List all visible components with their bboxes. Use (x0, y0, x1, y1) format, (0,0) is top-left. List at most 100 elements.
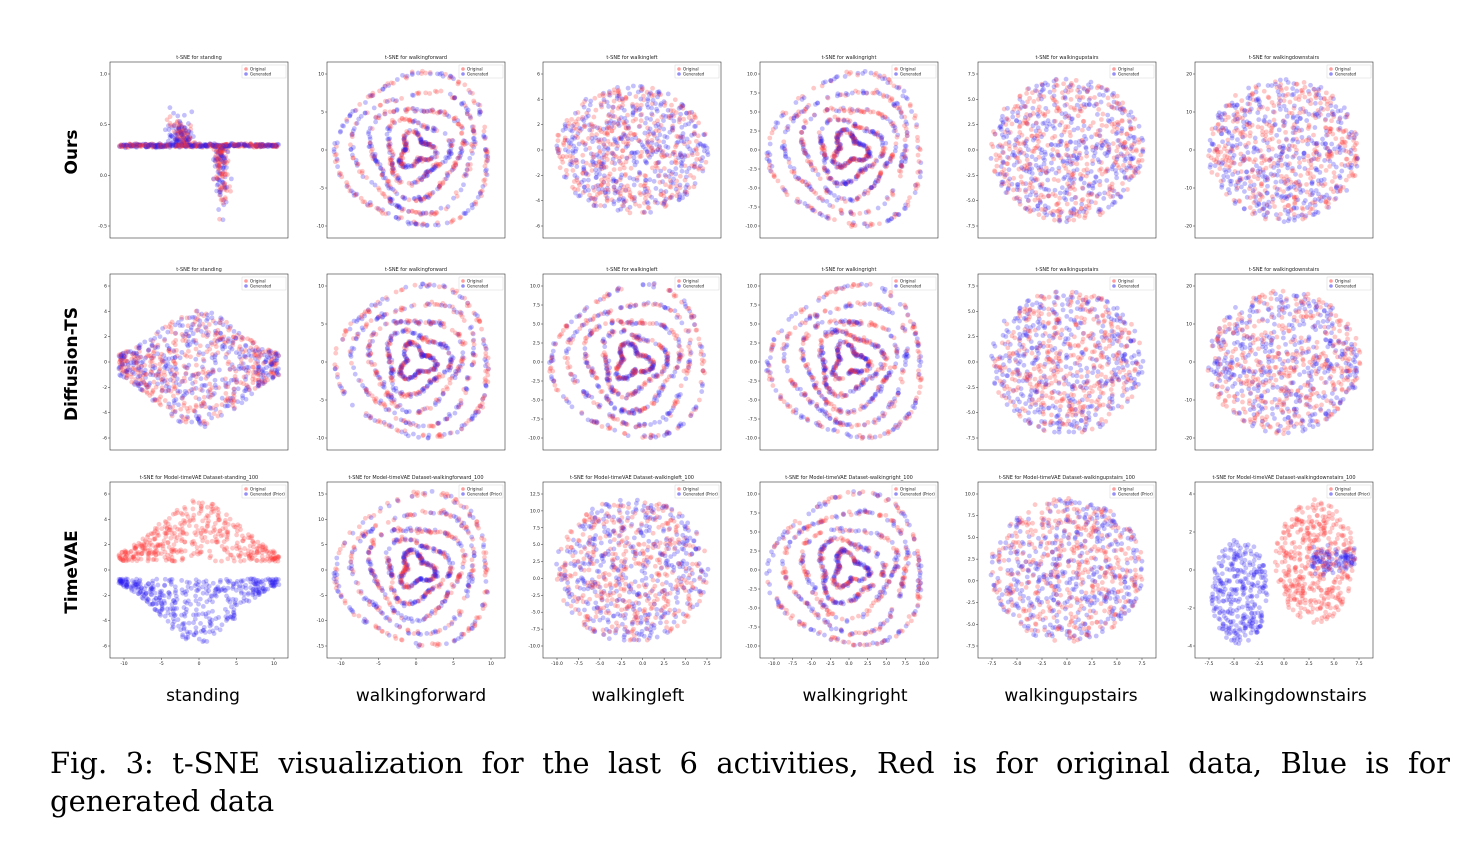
original-point (459, 130, 465, 136)
generated-point (185, 135, 191, 141)
generated-point (1081, 180, 1087, 186)
original-point (473, 201, 479, 207)
original-point (917, 147, 923, 153)
original-point (658, 192, 664, 197)
generated-point (684, 110, 690, 116)
generated-point (173, 126, 179, 132)
original-point (213, 155, 219, 161)
generated-point (464, 140, 470, 146)
generated-point (851, 220, 856, 226)
original-point (210, 143, 216, 149)
generated-point (868, 129, 874, 135)
generated-point (418, 137, 424, 143)
original-point (1223, 143, 1228, 149)
original-point (364, 110, 370, 116)
original-point (1332, 196, 1338, 202)
original-point (230, 141, 236, 147)
original-point (1297, 182, 1303, 187)
generated-point (200, 144, 205, 149)
original-point (657, 179, 663, 185)
original-point (464, 111, 470, 117)
original-point (575, 116, 581, 122)
generated-point (380, 86, 386, 92)
generated-point (445, 204, 451, 210)
generated-point (902, 147, 908, 153)
original-point (483, 171, 489, 177)
original-point (835, 142, 841, 148)
original-point (853, 197, 859, 203)
original-point (456, 80, 462, 85)
generated-point (1023, 181, 1029, 187)
generated-point (1231, 152, 1237, 158)
generated-point (382, 83, 388, 89)
generated-point (1276, 216, 1282, 222)
original-point (822, 152, 827, 158)
original-point (850, 123, 856, 129)
original-point (433, 209, 439, 215)
original-point (580, 102, 585, 108)
generated-point (266, 142, 272, 148)
generated-point (1092, 150, 1098, 156)
original-point (873, 131, 879, 137)
generated-point (334, 140, 340, 146)
original-point (350, 155, 356, 161)
original-point (214, 175, 220, 181)
original-point (641, 93, 646, 99)
generated-point (699, 158, 704, 164)
original-point (207, 142, 213, 148)
original-point (835, 117, 841, 123)
y-tick-label: 5.0 (750, 110, 757, 116)
generated-point (430, 125, 436, 131)
generated-point (335, 164, 341, 170)
generated-point (612, 190, 618, 196)
original-point (832, 152, 838, 157)
original-point (653, 160, 659, 166)
generated-point (662, 172, 668, 178)
original-point (882, 114, 888, 120)
generated-point (847, 129, 853, 135)
original-point (353, 191, 359, 197)
original-point (831, 151, 837, 156)
generated-point (668, 115, 674, 121)
generated-point (1276, 92, 1282, 98)
original-point (661, 193, 667, 199)
generated-point (642, 177, 648, 183)
generated-point (601, 160, 607, 165)
generated-point (793, 112, 799, 118)
y-tick-label: 4 (537, 97, 540, 103)
original-point (413, 108, 419, 114)
original-point (1324, 151, 1330, 157)
generated-point (190, 143, 196, 149)
original-point (1327, 149, 1333, 155)
generated-point (1317, 169, 1323, 175)
generated-point (799, 130, 805, 135)
generated-point (247, 142, 253, 147)
original-point (669, 192, 675, 198)
original-point (116, 143, 122, 149)
generated-point (677, 117, 682, 122)
generated-point (186, 128, 192, 134)
original-point (1114, 93, 1120, 99)
original-point (851, 135, 857, 141)
generated-point (1311, 140, 1317, 146)
original-point (894, 211, 900, 217)
original-point (1109, 187, 1115, 193)
original-point (1056, 108, 1062, 114)
generated-point (465, 107, 471, 113)
original-point (650, 147, 656, 153)
generated-point (819, 212, 825, 218)
generated-point (403, 132, 409, 137)
original-point (386, 142, 392, 148)
original-point (831, 159, 837, 165)
generated-point (864, 163, 870, 169)
original-point (875, 110, 881, 116)
generated-point (176, 138, 182, 143)
generated-point (344, 183, 350, 189)
generated-point (252, 142, 258, 148)
generated-point (785, 127, 791, 132)
original-point (638, 153, 644, 159)
generated-point (415, 70, 421, 76)
original-point (1235, 127, 1240, 133)
original-point (1294, 147, 1299, 153)
generated-point (555, 146, 561, 152)
